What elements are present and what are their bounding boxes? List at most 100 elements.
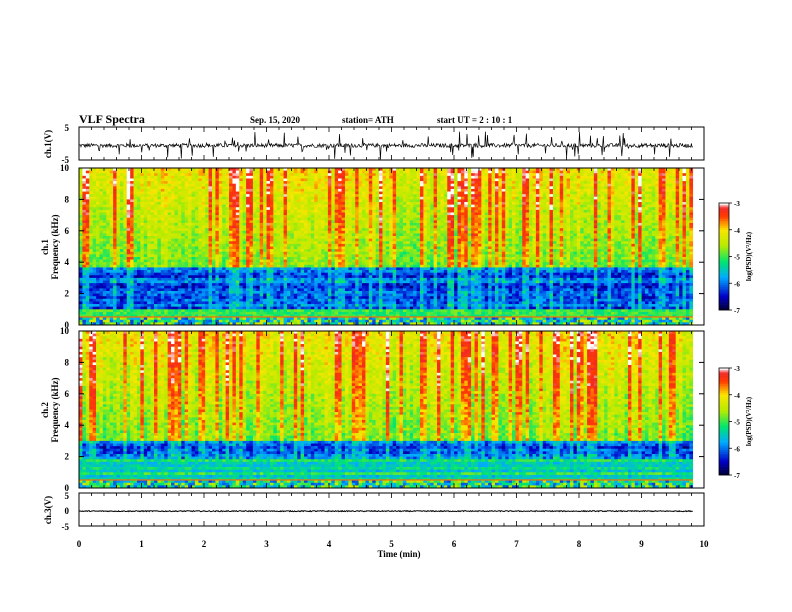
spectrogram-cell [590,230,595,234]
spectrogram-cell [624,209,629,213]
spectrogram-cell [327,238,332,242]
spectrogram-cell [631,196,636,200]
spectrogram-cell [119,207,124,211]
spectrogram-cell [648,188,653,192]
spectrogram-cell [539,209,544,213]
spectrogram-cell [675,175,680,179]
spectrogram-cell [385,222,390,226]
spectrogram-cell [85,183,90,187]
spectrogram-cell [593,222,598,226]
spectrogram-cell [471,228,475,232]
spectrogram-cell [263,191,267,195]
spectrogram-cell [467,175,472,179]
spectrogram-cell [304,228,308,232]
spectrogram-cell [532,228,537,232]
spectrogram-cell [365,233,370,237]
spectrogram-cell [96,168,100,171]
spectrogram-cell [164,186,168,190]
spectrogram-cell [409,217,414,221]
spectrogram-cell [273,170,278,174]
spectrogram-cell [290,178,295,182]
spectrogram-cell [467,225,472,229]
spectrogram-cell [218,204,223,208]
spectrogram-cell [89,217,93,221]
spectrogram-cell [266,194,271,198]
spectrogram-cell [379,196,383,200]
spectrogram-cell [679,212,683,216]
spectrogram-cell [300,230,305,234]
spectrogram-cell [399,217,404,221]
spectrogram-cell [552,222,557,226]
spectrogram-cell [604,188,608,192]
spectrogram-cell [634,209,639,213]
spectrogram-cell [375,170,380,174]
spectrogram-cell [621,207,625,211]
spectrogram-cell [539,236,544,239]
spectrogram-cell [515,233,520,237]
spectrogram-cell [655,217,659,221]
spectrogram-cell [600,228,605,232]
spectrogram-cell [188,215,192,219]
spectrogram-cell [92,178,97,182]
spectrogram-cell [256,207,261,211]
ch1-ytick-5: 5 [65,123,70,133]
spectrogram-cell [597,178,601,182]
spectrogram-cell [239,181,243,184]
spectrogram-cell [460,181,465,184]
spectrogram-cell [205,217,209,221]
spectrogram-cell [338,212,342,216]
spectrogram-cell [518,209,523,213]
spectrogram-cell [614,204,619,208]
spectrogram-cell [218,199,223,203]
spectrogram-cell [276,194,281,198]
spectrogram-cell [266,186,271,190]
spectrogram-cell [297,173,301,177]
spectrogram-cell [450,228,455,232]
spectrogram-cell [181,186,185,190]
spectrogram-cell [416,175,421,179]
spectrogram-cell [419,204,424,208]
spectrogram-cell [297,202,301,205]
spectrogram-cell [85,196,90,200]
spectrogram-cell [341,215,346,219]
spectrogram-cell [464,233,469,237]
spectrogram-cell [249,212,254,216]
spectrogram-cell [218,178,223,182]
spectrogram-cell [160,183,165,187]
spectrogram-cell [89,212,93,216]
spectrogram-cell [655,230,659,234]
spectrogram-cell [474,183,479,187]
spectrogram-cell [92,202,97,205]
spectrogram-cell [208,183,213,187]
spectrogram-cell [409,173,414,177]
spectrogram-cell [283,181,288,184]
spectrogram-cell [392,225,397,229]
spectrogram-cell [375,183,380,187]
spectrogram-cell [590,217,595,221]
spectrogram-cell [604,204,608,208]
spectrogram-cell [338,230,342,234]
spectrogram-cell [447,196,451,200]
spectrogram-cell [529,168,533,171]
spectrogram-cell [314,204,318,208]
spectrogram-cell [440,183,445,187]
spectrogram-cell [600,186,605,190]
spectrogram-cell [232,222,237,226]
spectrogram-cell [225,191,230,195]
spectrogram-cell [372,175,376,179]
spectrogram-cell [426,230,431,234]
spectrogram-cell [587,236,591,239]
spectrogram-cell [283,170,288,174]
spectrogram-cell [242,183,247,187]
spectrogram-cell [385,194,390,198]
spectrogram-cell [280,196,284,200]
spectrogram-cell [505,236,509,239]
spectrogram-cell [522,225,526,229]
spectrogram-cell [512,196,516,200]
spectrogram-cell [113,196,117,200]
spectrogram-cell [607,209,612,213]
spectrogram-cell [682,222,687,226]
spectrogram-cell [96,233,100,237]
spectrogram-cell [645,186,649,190]
spectrogram-cell [447,202,451,205]
